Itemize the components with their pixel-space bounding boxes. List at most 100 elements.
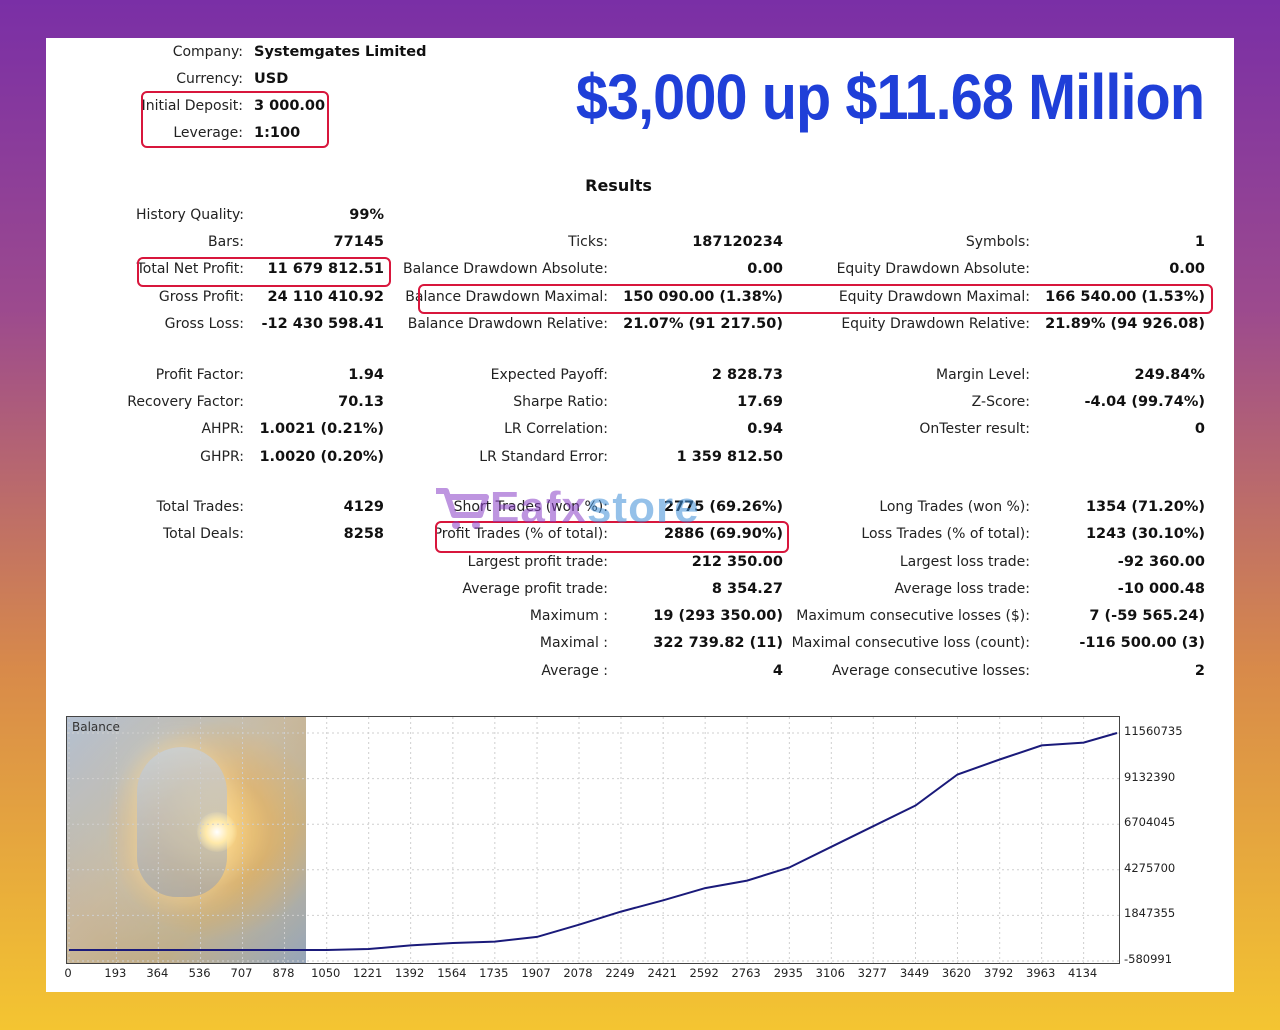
stat-value-loss-trades-of-total: 1243 (30.10%) [1085, 526, 1205, 542]
x-tick-label: 3106 [815, 966, 845, 980]
x-tick-label: 2935 [773, 966, 803, 980]
stat-label-maximum-consecutive-losses: Maximum consecutive losses ($): [796, 608, 1030, 624]
stat-label-ahpr: AHPR: [201, 421, 244, 437]
stat-label-z-score: Z-Score: [971, 394, 1030, 410]
company-label: Company: [172, 44, 243, 60]
stat-label-balance-drawdown-maximal: Balance Drawdown Maximal: [405, 289, 608, 305]
stat-label-balance-drawdown-absolute: Balance Drawdown Absolute: [403, 261, 608, 277]
stat-label-symbols: Symbols: [965, 234, 1030, 250]
x-tick-label: 1907 [521, 966, 551, 980]
x-tick-label: 3620 [941, 966, 972, 980]
stat-label-maximal-consecutive-loss-count: Maximal consecutive loss (count): [791, 635, 1030, 651]
x-tick-label: 2249 [605, 966, 635, 980]
highlight-drawdown-maximal [418, 284, 1213, 314]
stat-label-gross-profit: Gross Profit: [158, 289, 244, 305]
x-tick-label: 878 [272, 966, 295, 980]
stat-value-history-quality: 99% [349, 207, 384, 223]
stat-value-average-consecutive-losses: 2 [1194, 663, 1205, 679]
x-tick-label: 536 [188, 966, 211, 980]
stat-label-average-profit-trade: Average profit trade: [462, 581, 608, 597]
y-tick-label: 6704045 [1124, 815, 1176, 830]
x-tick-label: 1221 [353, 966, 383, 980]
stat-value-maximal-consecutive-loss-count: -116 500.00 (3) [1079, 635, 1205, 651]
y-tick-label: 1847355 [1124, 906, 1176, 921]
headline: $3,000 up $11.68 Million [575, 61, 1205, 133]
company-value: Systemgates Limited [254, 44, 427, 60]
stat-value-total-trades: 4129 [343, 499, 384, 515]
stat-label-margin-level: Margin Level: [936, 367, 1030, 383]
stat-label-bars: Bars: [208, 234, 244, 250]
stat-value-largest-profit-trade: 212 350.00 [691, 554, 783, 570]
y-tick-label: 9132390 [1124, 769, 1176, 784]
stat-value-margin-level: 249.84% [1134, 367, 1205, 383]
stat-value-equity-drawdown-absolute: 0.00 [1169, 261, 1205, 277]
stat-label-long-trades-won: Long Trades (won %): [879, 499, 1030, 515]
stat-label-sharpe-ratio: Sharpe Ratio: [513, 394, 608, 410]
y-tick-label: 11560735 [1124, 724, 1183, 738]
stat-value-lr-correlation: 0.94 [747, 421, 783, 437]
stat-value-ticks: 187120234 [692, 234, 783, 250]
x-tick-label: 3277 [857, 966, 887, 980]
stat-value-profit-factor: 1.94 [348, 367, 384, 383]
stat-value-lr-standard-error: 1 359 812.50 [676, 449, 783, 465]
stat-label-ghpr: GHPR: [200, 449, 244, 465]
x-tick-label: 3449 [899, 966, 930, 980]
stat-label-largest-loss-trade: Largest loss trade: [899, 554, 1030, 570]
stat-value-average-loss-trade: -10 000.48 [1117, 581, 1205, 597]
y-tick-label: -580991 [1124, 952, 1173, 966]
stat-value-ontester-result: 0 [1194, 421, 1205, 437]
x-tick-label: 1050 [311, 966, 341, 980]
stat-label-average-consecutive-losses: Average consecutive losses: [832, 663, 1030, 679]
stat-label-total-trades: Total Trades: [156, 499, 245, 515]
stat-label-profit-trades-of-total: Profit Trades (% of total): [433, 526, 608, 542]
deposit-value: 3 000.00 [254, 98, 326, 114]
stat-value-balance-drawdown-maximal: 150 090.00 (1.38%) [623, 289, 783, 305]
stat-value-sharpe-ratio: 17.69 [737, 394, 783, 410]
stat-value-largest-loss-trade: -92 360.00 [1117, 554, 1205, 570]
balance-chart: Balance [66, 716, 1120, 964]
x-tick-label: 707 [230, 966, 253, 980]
stat-label-equity-drawdown-maximal: Equity Drawdown Maximal: [838, 289, 1030, 305]
stat-label-history-quality: History Quality: [136, 207, 244, 223]
stat-value-maximum-consecutive-losses: 7 (-59 565.24) [1089, 608, 1205, 624]
leverage-label: Leverage: [173, 125, 243, 141]
stat-label-largest-profit-trade: Largest profit trade: [467, 554, 608, 570]
stat-label-short-trades-won: Short Trades (won %): [453, 499, 608, 515]
stat-value-ahpr: 1.0021 (0.21%) [259, 421, 384, 437]
stat-label-total-net-profit: Total Net Profit: [136, 261, 244, 277]
stat-value-bars: 77145 [333, 234, 384, 250]
stat-value-symbols: 1 [1194, 234, 1205, 250]
stat-value-recovery-factor: 70.13 [338, 394, 384, 410]
x-tick-label: 4134 [1067, 966, 1098, 980]
stat-label-balance-drawdown-relative: Balance Drawdown Relative: [407, 316, 608, 332]
stat-label-gross-loss: Gross Loss: [164, 316, 244, 332]
y-tick-label: 4275700 [1124, 860, 1176, 875]
stat-value-short-trades-won: 2775 (69.26%) [663, 499, 783, 515]
stat-value-gross-profit: 24 110 410.92 [267, 289, 385, 305]
stat-label-ontester-result: OnTester result: [919, 421, 1030, 437]
results-title: Results [585, 176, 652, 195]
stat-label-equity-drawdown-relative: Equity Drawdown Relative: [841, 316, 1030, 332]
stat-label-equity-drawdown-absolute: Equity Drawdown Absolute: [836, 261, 1030, 277]
report-panel: $3,000 up $11.68 Million Company: System… [46, 38, 1234, 992]
x-tick-label: 1392 [395, 966, 425, 980]
stat-value-gross-loss: -12 430 598.41 [261, 316, 384, 332]
stat-label-maximum: Maximum : [529, 608, 608, 624]
stat-label-maximal: Maximal : [539, 635, 608, 651]
x-tick-label: 364 [146, 966, 169, 980]
highlight-profit-trades [435, 521, 789, 553]
stat-value-average-profit-trade: 8 354.27 [711, 581, 783, 597]
stat-value-equity-drawdown-relative: 21.89% (94 926.08) [1045, 316, 1205, 332]
stat-label-profit-factor: Profit Factor: [155, 367, 244, 383]
stat-label-lr-standard-error: LR Standard Error: [479, 449, 608, 465]
stat-value-expected-payoff: 2 828.73 [711, 367, 783, 383]
x-tick-label: 2592 [689, 966, 719, 980]
currency-value: USD [254, 71, 289, 87]
stat-label-total-deals: Total Deals: [162, 526, 244, 542]
balance-chart-plot [67, 717, 1119, 963]
chart-title: Balance [72, 720, 120, 734]
stat-value-profit-trades-of-total: 2886 (69.90%) [663, 526, 783, 542]
highlight-net-profit [137, 257, 391, 287]
stat-value-total-deals: 8258 [343, 526, 384, 542]
x-tick-label: 2078 [563, 966, 593, 980]
